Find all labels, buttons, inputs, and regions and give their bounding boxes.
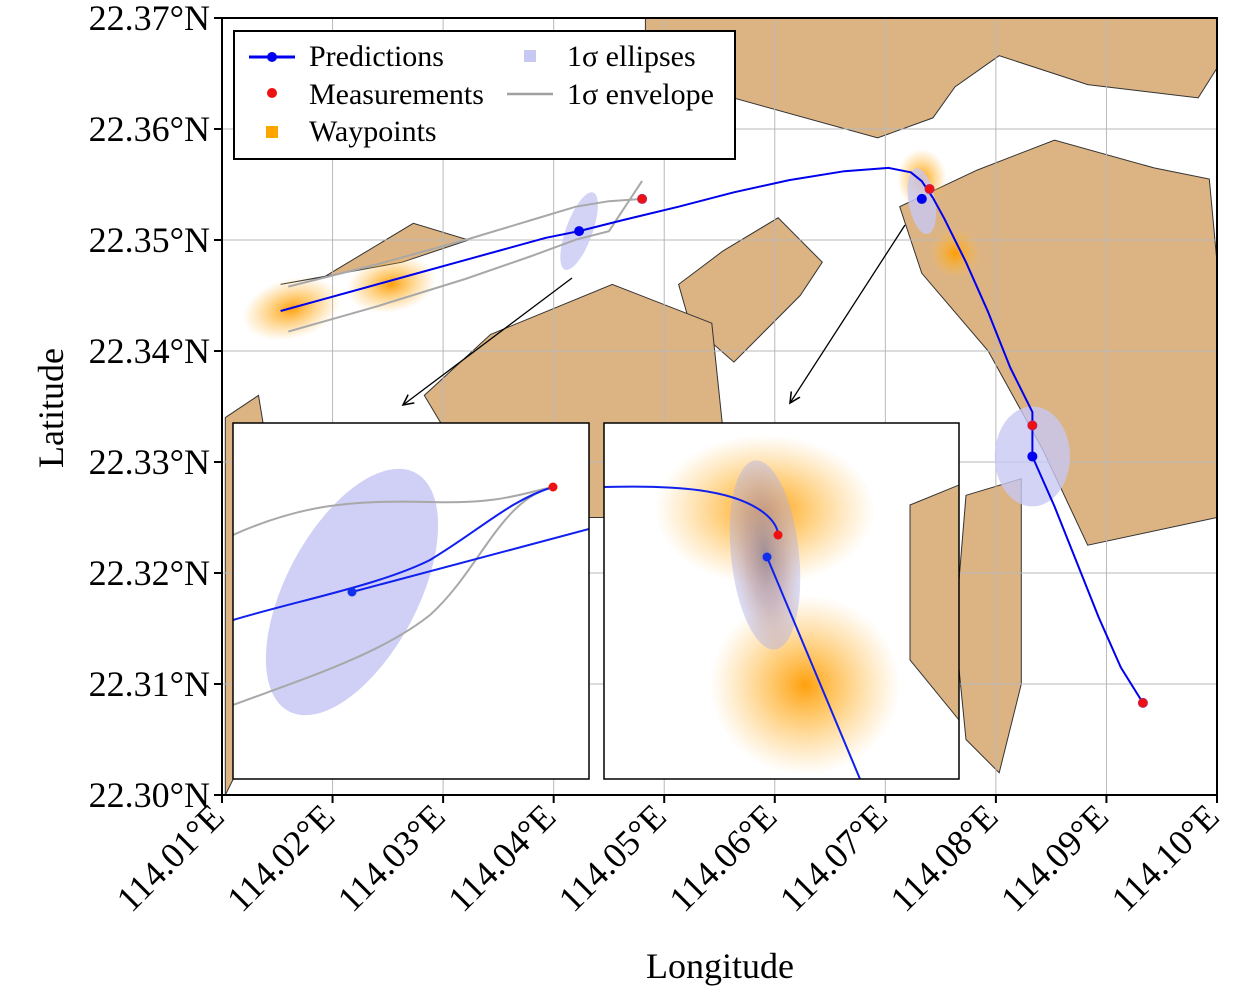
zoom-arrow-left (403, 277, 573, 405)
axes-frame (221, 17, 1218, 796)
inset-left-envelope-upper (233, 486, 554, 536)
inset-left-measurement-point (548, 482, 558, 492)
inset-right-land (909, 484, 959, 721)
legend-label: 1σ ellipses (567, 40, 696, 73)
inset-left-prediction-segment (351, 528, 589, 593)
inset-right-measurement-point (773, 530, 783, 540)
inset-left-prediction-curve (233, 486, 554, 621)
envelope-layer (288, 180, 643, 333)
line-icon (507, 92, 553, 96)
waypoint-glow (346, 255, 436, 314)
inset-left (232, 422, 590, 780)
y-tick-label: 22.35°N (89, 220, 210, 260)
x-tick-label: 114.02°E (219, 796, 342, 919)
inset-right-prediction-segment (766, 556, 861, 779)
legend-label: Waypoints (309, 115, 437, 148)
inset-left-envelope-lower (233, 486, 554, 706)
line-dot-icon (249, 52, 295, 62)
y-tick-label: 22.37°N (89, 0, 210, 38)
y-tick-label: 22.32°N (89, 553, 210, 593)
prediction-point (916, 193, 927, 204)
y-tick-label: 22.31°N (89, 664, 210, 704)
x-tick-label: 114.07°E (772, 796, 895, 919)
prediction-point (1027, 451, 1038, 462)
inset-right-prediction-curve (604, 485, 779, 536)
y-tick-label: 22.33°N (89, 442, 210, 482)
measurement-point (1027, 420, 1038, 431)
measurement-point (924, 183, 935, 194)
prediction-line (280, 166, 1144, 704)
land-polygon (954, 478, 1022, 774)
measurement-point (637, 193, 648, 204)
waypoint-glow (929, 228, 980, 279)
legend-label: 1σ envelope (567, 78, 714, 111)
prediction-point (574, 226, 585, 237)
land-polygon (678, 217, 823, 363)
square-icon (524, 50, 536, 62)
predictions-layer (280, 166, 1144, 704)
y-tick-label: 22.36°N (89, 109, 210, 149)
x-tick-label: 114.08°E (882, 796, 1005, 919)
measurements-layer (637, 183, 1148, 708)
zoom-arrow-right (790, 224, 906, 403)
y-axis-label: Latitude (31, 348, 71, 468)
legend-label: Measurements (309, 78, 484, 111)
land-polygon (899, 139, 1217, 546)
y-tick-label: 22.34°N (89, 331, 210, 371)
legend: Predictions Measurements Waypoints 1σ el… (233, 30, 736, 160)
inset-left-frame (232, 422, 590, 780)
x-tick-label: 114.09°E (993, 796, 1116, 919)
x-tick-label: 114.06°E (661, 796, 784, 919)
x-tick-label: 114.10°E (1104, 796, 1227, 919)
x-tick-label: 114.05°E (551, 796, 674, 919)
x-axis-label: Longitude (646, 946, 794, 986)
inset-right-frame (603, 422, 960, 780)
inset-right-prediction-point (762, 552, 772, 562)
square-icon (266, 126, 278, 138)
x-tick-label: 114.03°E (330, 796, 453, 919)
y-tick-label: 22.30°N (89, 775, 210, 815)
inset-right-waypoint-glow-2 (710, 595, 900, 775)
legend-label: Predictions (309, 40, 444, 73)
dot-icon (267, 88, 277, 98)
measurement-point (1137, 697, 1148, 708)
inset-right (603, 422, 960, 780)
envelope-line-lower (288, 180, 643, 333)
inset-left-prediction-point (347, 587, 357, 597)
x-tick-label: 114.04°E (440, 796, 563, 919)
envelope-line-upper (288, 197, 643, 288)
